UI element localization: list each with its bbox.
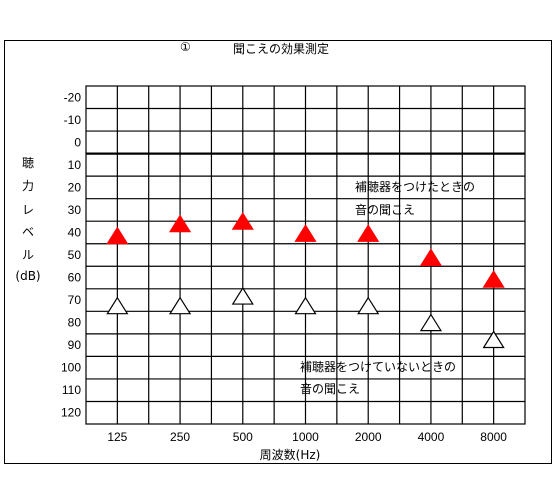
unaided-threshold-marker (294, 296, 317, 315)
x-axis-label: 周波数(Hz) (260, 447, 321, 462)
y-tick-label: 90 (68, 338, 82, 352)
y-tick-label: 100 (61, 361, 81, 375)
y-axis-label-char: 力 (22, 179, 34, 193)
series-label-line1: 補聴器をつけたときの (355, 180, 475, 194)
y-tick-label: 80 (68, 316, 82, 330)
aided-threshold-marker (357, 224, 380, 242)
y-tick-label: 30 (68, 203, 82, 217)
y-tick-label: 50 (68, 248, 82, 262)
unaided-threshold-marker (482, 330, 505, 349)
y-tick-label: 110 (62, 383, 81, 397)
x-tick-label: 125 (107, 430, 127, 444)
y-tick-label: 70 (68, 293, 82, 307)
x-tick-label: 2000 (355, 430, 382, 444)
y-axis-label-char: 聴 (22, 156, 34, 170)
y-axis-label-char: ル (22, 248, 34, 262)
y-tick-label: 20 (68, 180, 82, 194)
aided-threshold-marker (106, 226, 129, 245)
y-tick-label: -20 (64, 90, 82, 104)
x-tick-label: 250 (170, 430, 190, 444)
unaided-threshold-marker (231, 286, 254, 305)
x-tick-label: 500 (233, 430, 253, 444)
x-tick-label: 1000 (292, 430, 319, 444)
chart-frame (4, 40, 552, 464)
x-tick-label: 8000 (480, 430, 507, 444)
unaided-threshold-marker (168, 296, 192, 315)
series-label-line1: 補聴器をつけていないときの (300, 360, 456, 374)
y-tick-label: -10 (64, 113, 82, 127)
series-label-line2: 音の聞こえ (300, 381, 360, 396)
y-axis-label-char: (dB) (15, 269, 40, 283)
unaided-threshold-marker (357, 296, 380, 315)
x-tick-label: 4000 (418, 430, 445, 444)
chart-title-marker: ① (180, 40, 191, 54)
unaided-threshold-marker (106, 296, 129, 315)
aided-threshold-marker (168, 214, 192, 233)
y-tick-label: 10 (68, 158, 82, 172)
series-label-line2: 音の聞こえ (355, 202, 415, 217)
y-tick-label: 60 (68, 271, 82, 285)
unaided-threshold-marker (419, 313, 443, 332)
aided-threshold-marker (419, 248, 443, 267)
y-axis-label-char: ベ (22, 225, 34, 239)
y-tick-label: 40 (68, 225, 82, 239)
y-axis-label-char: レ (22, 203, 34, 217)
aided-threshold-marker (482, 270, 505, 288)
aided-threshold-marker (294, 224, 317, 242)
aided-threshold-marker (231, 212, 254, 230)
chart-title: 聞こえの効果測定 (233, 42, 330, 56)
y-tick-label: 0 (74, 135, 81, 149)
y-tick-label: 120 (61, 406, 81, 420)
